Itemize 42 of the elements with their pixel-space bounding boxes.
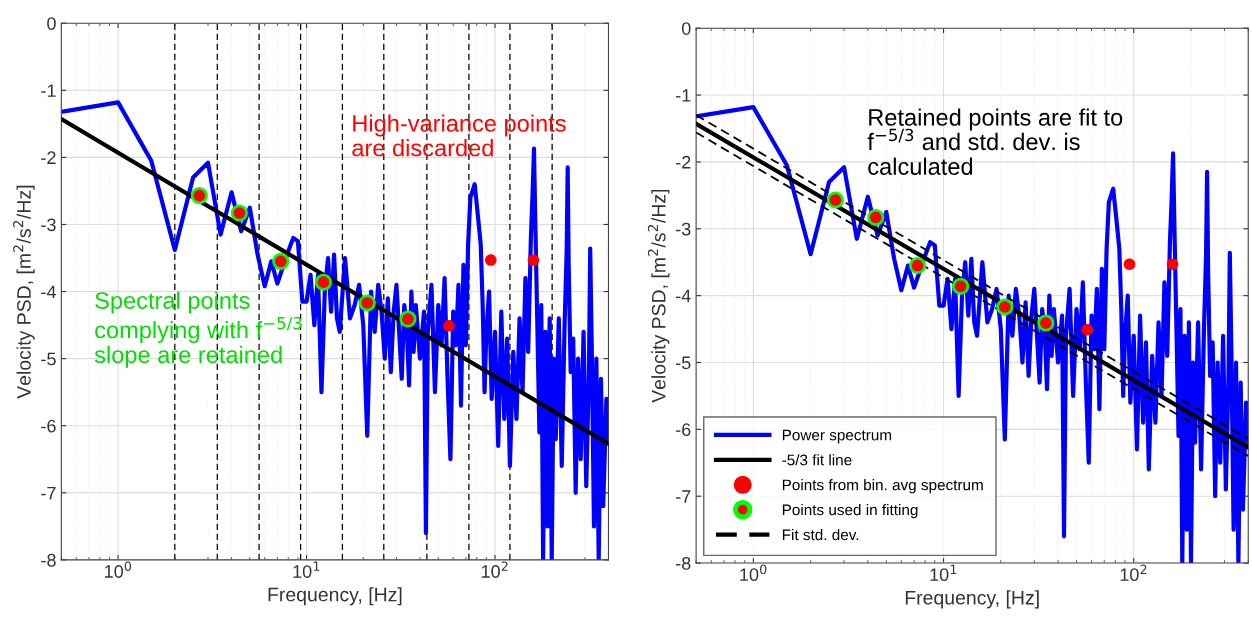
y-tick-label: -5 <box>41 352 56 366</box>
point <box>443 319 455 332</box>
x-tick-label: 10$^{1}$ <box>930 564 957 582</box>
y-tick-label: -1 <box>676 89 691 102</box>
point <box>485 254 497 266</box>
point <box>527 254 540 266</box>
y-tick-label: -2 <box>41 151 56 164</box>
y-tick-label: -7 <box>41 486 56 500</box>
y-tick-label: -8 <box>41 553 56 567</box>
point <box>1166 258 1179 271</box>
annotation: Retained points are fit to f$^{−5/3}$ and std. dev. is calculated <box>867 108 1123 175</box>
x-axis-title: Frequency, [Hz] <box>905 590 1039 609</box>
y-axis-title: Velocity PSD, [m$^{2}$/s$^{2}$/Hz] <box>647 189 670 403</box>
y-tick-label: -7 <box>676 490 691 503</box>
legend-label: -5/3 fit line <box>782 454 852 466</box>
y-tick-label: -2 <box>676 155 691 169</box>
y-tick-label: -3 <box>41 218 56 232</box>
y-tick-label: -8 <box>676 556 691 570</box>
x-tick-label: 10$^{2}$ <box>1120 564 1147 582</box>
y-tick-label: -4 <box>676 289 691 303</box>
annotation: Spectral points complying with f$^{−5/3}$ slope are retained <box>94 291 302 368</box>
y-tick-label: -4 <box>41 285 56 299</box>
point <box>1081 323 1094 336</box>
x-tick-label: 10$^{0}$ <box>105 561 132 578</box>
x-axis-title: Frequency, [Hz] <box>268 587 402 606</box>
y-tick-label: -1 <box>41 84 56 97</box>
y-tick-label: -5 <box>676 356 691 370</box>
point <box>1123 258 1136 271</box>
y-tick-label: -6 <box>676 423 691 437</box>
x-tick-label: 10$^{1}$ <box>293 561 320 578</box>
legend-label: Points used in fitting <box>782 504 918 519</box>
x-tick-label: 10$^{0}$ <box>740 564 767 582</box>
y-tick-label: 0 <box>681 22 691 35</box>
y-tick-label: -6 <box>41 419 56 433</box>
y-axis-title: Velocity PSD, [m$^{2}$/s$^{2}$/Hz] <box>13 185 35 399</box>
y-tick-label: 0 <box>47 17 56 30</box>
y-tick-label: -3 <box>676 222 691 236</box>
legend-label: Power spectrum <box>782 429 892 444</box>
x-tick-label: 10$^{2}$ <box>481 561 508 578</box>
legend-label: Fit std. dev. <box>782 528 859 541</box>
legend-label: Points from bin. avg spectrum <box>782 479 983 494</box>
annotation: High-variance points are discarded <box>352 114 566 157</box>
